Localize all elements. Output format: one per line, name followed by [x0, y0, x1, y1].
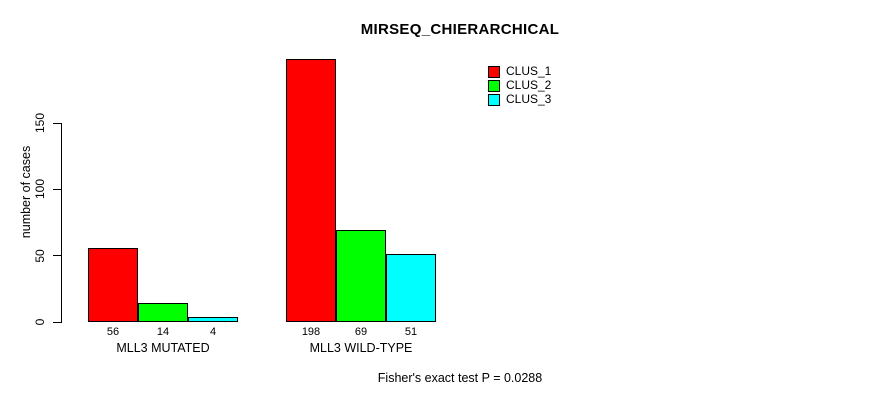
legend-swatch-clus-1 [488, 65, 500, 78]
bar-clus-3-group1 [188, 316, 238, 322]
bar-clus-3-group2 [386, 254, 436, 322]
legend-label-clus-2: CLUS_2 [506, 78, 552, 92]
bar-value-label: 69 [354, 326, 368, 338]
fisher-test-caption: Fisher's exact test P = 0.0288 [377, 371, 543, 385]
y-axis-tick [53, 255, 61, 257]
bar-value-label: 56 [106, 326, 120, 338]
bar-value-label: 198 [301, 326, 321, 338]
y-axis-tick [53, 122, 61, 124]
x-category-label: MLL3 WILD-TYPE [309, 341, 413, 355]
bar-value-label: 51 [404, 326, 418, 338]
y-axis-tick-label: 100 [33, 179, 47, 200]
legend-swatch-clus-3 [488, 93, 500, 106]
bar-clus-2-group1 [138, 303, 188, 322]
y-axis-tick-label: 150 [33, 112, 47, 134]
legend-label-clus-3: CLUS_3 [506, 92, 552, 106]
chart-title: MIRSEQ_CHIERARCHICAL [360, 21, 560, 38]
y-axis-tick [53, 321, 61, 323]
bar-clus-1-group2 [286, 59, 336, 322]
bar-value-label: 14 [156, 326, 170, 338]
legend-label-clus-1: CLUS_1 [506, 64, 552, 78]
bar-clus-1-group1 [88, 247, 138, 322]
y-axis-tick-label: 50 [33, 248, 47, 263]
y-axis-tick-label: 0 [33, 318, 47, 326]
legend-item-clus-1: CLUS_1 [488, 65, 551, 78]
bar-clus-2-group2 [336, 230, 386, 322]
legend-swatch-clus-2 [488, 79, 500, 92]
legend-item-clus-2: CLUS_2 [488, 79, 551, 92]
y-axis-tick [53, 188, 61, 190]
x-category-label: MLL3 MUTATED [116, 341, 210, 355]
y-axis-line [61, 123, 62, 323]
legend: CLUS_1 CLUS_2 CLUS_3 [488, 65, 551, 107]
legend-item-clus-3: CLUS_3 [488, 93, 551, 106]
bar-value-label: 4 [209, 326, 217, 338]
y-axis-label: number of cases [19, 145, 33, 239]
